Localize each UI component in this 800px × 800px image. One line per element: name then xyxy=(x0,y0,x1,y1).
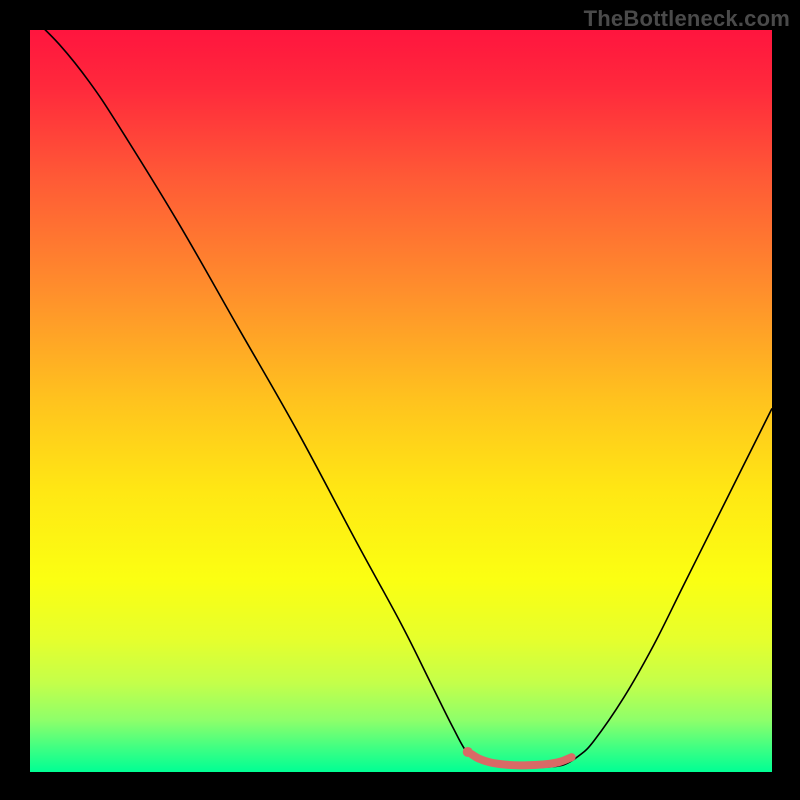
chart-frame: TheBottleneck.com xyxy=(0,0,800,800)
optimal-range-band xyxy=(471,754,571,765)
watermark-text: TheBottleneck.com xyxy=(584,6,790,32)
optimal-start-dot xyxy=(463,747,473,757)
chart-svg xyxy=(0,0,800,800)
bottleneck-curve xyxy=(30,15,772,767)
